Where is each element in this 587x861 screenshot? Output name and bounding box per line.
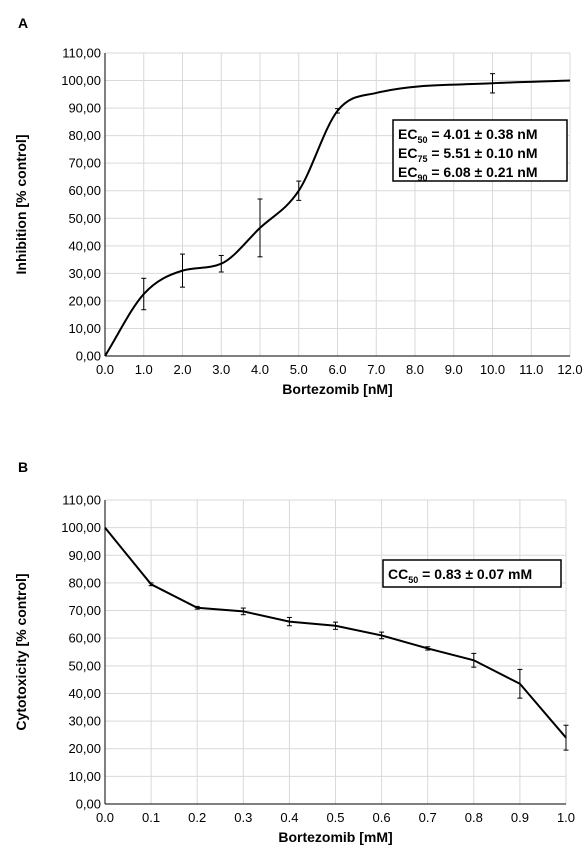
error-bar xyxy=(563,724,569,751)
y-axis-title: Cytotoxicity [% control] xyxy=(13,573,29,730)
y-tick-label: 0,00 xyxy=(76,797,101,812)
y-tick-label: 40,00 xyxy=(68,686,101,701)
y-tick-label: 50,00 xyxy=(68,211,101,226)
x-tick-label: 0.9 xyxy=(511,810,529,825)
y-tick-label: 100,00 xyxy=(61,520,101,535)
annotation-value: = 5.51 ± 0.10 nM xyxy=(427,145,537,161)
x-tick-label: 0.1 xyxy=(142,810,160,825)
annotation-line: CC50 = 0.83 ± 0.07 mM xyxy=(388,566,532,585)
error-bar xyxy=(379,631,385,640)
annotation-value: = 6.08 ± 0.21 nM xyxy=(427,164,537,180)
error-bar xyxy=(194,605,200,610)
annotation-label: EC xyxy=(398,164,417,180)
annotation-value: = 4.01 ± 0.38 nM xyxy=(427,126,537,142)
x-tick-label: 12.0 xyxy=(557,362,582,377)
x-axis-title: Bortezomib [mM] xyxy=(278,829,392,845)
x-tick-label: 0.3 xyxy=(234,810,252,825)
error-bar xyxy=(286,616,292,627)
x-tick-label: 1.0 xyxy=(135,362,153,377)
x-tick-label: 7.0 xyxy=(367,362,385,377)
error-bar xyxy=(296,180,302,201)
x-tick-label: 9.0 xyxy=(445,362,463,377)
error-bar xyxy=(141,277,147,311)
x-tick-label: 6.0 xyxy=(328,362,346,377)
x-tick-label: 5.0 xyxy=(290,362,308,377)
annotation-line: EC50 = 4.01 ± 0.38 nM xyxy=(398,126,538,145)
grid xyxy=(105,52,571,357)
error-bar xyxy=(180,253,185,288)
annotation-label: EC xyxy=(398,145,417,161)
error-bar xyxy=(240,607,246,616)
y-tick-label: 100,00 xyxy=(61,73,101,88)
chart-b: 0,00 10,00 20,00 30,00 40,00 50,00 60,00 70,00 8… xyxy=(13,493,575,846)
x-tick-label: 0.0 xyxy=(96,362,114,377)
y-tick-label: 30,00 xyxy=(68,266,101,281)
y-tick-label: 10,00 xyxy=(68,769,101,784)
y-tick-label: 70,00 xyxy=(68,156,101,171)
y-tick-label: 10,00 xyxy=(68,321,101,336)
error-bar xyxy=(425,646,431,651)
x-tick-label: 0.6 xyxy=(373,810,391,825)
chart-a: 0,00 10,00 20,00 30,00 40,00 50,00 60,00 70,00 8… xyxy=(13,46,583,398)
annotation-line: EC90 = 6.08 ± 0.21 nM xyxy=(398,164,538,183)
x-tick-label: 3.0 xyxy=(212,362,230,377)
y-tick-label: 50,00 xyxy=(68,658,101,673)
y-tick-label: 0,00 xyxy=(76,349,101,364)
grid xyxy=(105,499,567,805)
y-tick-label: 70,00 xyxy=(68,603,101,618)
x-tick-label: 0.0 xyxy=(96,810,114,825)
error-bar xyxy=(257,198,263,258)
annotation-subscript: 50 xyxy=(417,135,427,145)
y-tick-label: 30,00 xyxy=(68,714,101,729)
error-bar xyxy=(148,582,154,587)
x-tick-label: 0.8 xyxy=(465,810,483,825)
annotation-label: EC xyxy=(398,126,417,142)
y-tick-label: 40,00 xyxy=(68,238,101,253)
x-tick-label: 2.0 xyxy=(173,362,191,377)
annotation-frame xyxy=(382,559,562,588)
y-tick-label: 80,00 xyxy=(68,128,101,143)
panel-b-label: B xyxy=(18,459,29,475)
annotation-subscript: 90 xyxy=(417,173,427,183)
annotation-subscript: 50 xyxy=(408,575,418,585)
error-bar xyxy=(218,254,224,273)
x-tick-label: 0.2 xyxy=(188,810,206,825)
x-tick-label: 0.4 xyxy=(280,810,298,825)
y-tick-label: 110,00 xyxy=(62,46,101,61)
y-tick-label: 80,00 xyxy=(68,575,101,590)
annotation-value: = 0.83 ± 0.07 mM xyxy=(418,566,532,582)
y-tick-label: 90,00 xyxy=(68,101,101,116)
x-tick-label: 11.0 xyxy=(519,362,543,377)
panel-a-label: A xyxy=(18,15,29,31)
y-tick-label: 20,00 xyxy=(68,741,101,756)
y-tick-label: 110,00 xyxy=(62,493,101,508)
annotation-box: CC50 = 0.83 ± 0.07 mM xyxy=(382,559,562,588)
annotation-frame xyxy=(392,119,568,182)
error-bar xyxy=(490,73,495,94)
y-tick-label: 20,00 xyxy=(68,293,101,308)
error-bar xyxy=(517,668,523,699)
annotation-line: EC75 = 5.51 ± 0.10 nM xyxy=(398,145,538,164)
x-tick-label: 0.5 xyxy=(326,810,344,825)
error-bar xyxy=(333,621,338,630)
x-axis-title: Bortezomib [nM] xyxy=(282,381,392,397)
annotation-label: CC xyxy=(388,566,408,582)
error-bar xyxy=(335,108,340,114)
y-tick-label: 90,00 xyxy=(68,548,101,563)
x-tick-label: 0.7 xyxy=(419,810,437,825)
error-bar xyxy=(471,652,477,668)
series-line xyxy=(104,79,571,357)
y-tick-label: 60,00 xyxy=(68,631,101,646)
y-axis-title: Inhibition [% control] xyxy=(13,135,29,275)
annotation-subscript: 75 xyxy=(417,154,427,164)
x-tick-label: 1.0 xyxy=(557,810,575,825)
x-tick-label: 10.0 xyxy=(480,362,505,377)
x-tick-label: 8.0 xyxy=(406,362,424,377)
y-tick-label: 60,00 xyxy=(68,183,101,198)
x-tick-label: 4.0 xyxy=(251,362,269,377)
